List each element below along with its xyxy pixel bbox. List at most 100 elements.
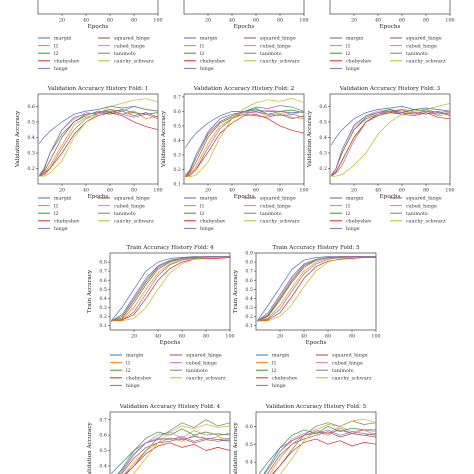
legend-label-cauchy_schwarz: cauchy_schwarz (260, 219, 300, 225)
y-tick-label: 0.3 (173, 153, 181, 159)
x-tick-label: 40 (375, 18, 381, 24)
y-axis-label: Validation Accuracy (233, 421, 239, 474)
x-tick-label: 60 (253, 18, 259, 24)
legends-layer: margin squared_hinge l1 cubed_hinge l2 tanimo… (38, 36, 446, 389)
y-axis-label: Validation Accuracy (161, 110, 167, 168)
x-tick-label: 100 (299, 18, 308, 24)
y-tick-label: 0.5 (27, 120, 35, 126)
y-tick-label: 0.2 (245, 314, 253, 320)
legend-label-l2: l2 (200, 51, 205, 57)
y-tick-label: 0.6 (173, 109, 181, 115)
plot-frame (109, 252, 231, 331)
legend-label-cubed_hinge: cubed_hinge (260, 43, 291, 49)
y-tick-label: 0.6 (245, 278, 253, 284)
series-group (38, 98, 158, 177)
legend-label-hinge: hinge (200, 66, 214, 72)
series-group (110, 419, 230, 474)
legend-label-tanimoto: tanimoto (114, 51, 136, 57)
x-tick-label: 80 (423, 188, 429, 194)
legend: margin squared_hinge l1 cubed_hinge l2 tanimo… (184, 36, 300, 72)
series-line-hinge (264, 429, 376, 474)
y-tick-label: 0.4 (173, 138, 181, 144)
legend-label-cauchy_schwarz: cauchy_schwarz (114, 59, 154, 65)
series-line-tanimoto (271, 420, 376, 474)
y-tick-label: 0.5 (99, 287, 107, 293)
series-line-cauchy_schwarz (257, 256, 376, 322)
series-line-squared_hinge (184, 113, 304, 177)
plot-frame (37, 93, 159, 185)
chart-title: Validation Accuracy History Fold: 3 (339, 86, 441, 92)
series-line-l2 (117, 428, 230, 474)
legend-label-cauchy_schwarz: cauchy_schwarz (186, 376, 226, 382)
legend-label-cubed_hinge: cubed_hinge (406, 203, 437, 209)
x-axis-label: Epochs (160, 340, 181, 346)
x-axis-label: Epochs (380, 24, 401, 30)
x-tick-label: 80 (349, 334, 355, 340)
y-tick-label: 0.5 (245, 287, 253, 293)
legend-label-l1: l1 (54, 43, 59, 49)
legend-label-chebyshev: chebyshev (200, 59, 226, 65)
x-tick-label: 100 (153, 188, 162, 194)
legend-label-hinge: hinge (200, 226, 214, 232)
legend-label-cauchy_schwarz: cauchy_schwarz (406, 59, 446, 65)
legend-label-l1: l1 (54, 203, 59, 209)
y-tick-label: 0.6 (99, 433, 107, 439)
legend-label-chebyshev: chebyshev (272, 376, 298, 382)
x-tick-label: 60 (399, 18, 405, 24)
legend-label-hinge: hinge (272, 383, 286, 389)
legend-label-squared_hinge: squared_hinge (186, 353, 222, 359)
x-tick-label: 80 (131, 18, 137, 24)
series-line-cauchy_schwarz (132, 423, 230, 474)
y-tick-label: 0.6 (245, 424, 253, 430)
legend-label-l2: l2 (54, 51, 59, 57)
x-tick-label: 100 (445, 188, 454, 194)
legend-label-tanimoto: tanimoto (260, 51, 282, 57)
legend-label-hinge: hinge (54, 66, 68, 72)
legend-label-cauchy_schwarz: cauchy_schwarz (332, 376, 372, 382)
series-line-cauchy_schwarz (111, 256, 230, 322)
legend-label-squared_hinge: squared_hinge (114, 196, 150, 202)
legend-label-l2: l2 (272, 368, 277, 374)
legend-label-squared_hinge: squared_hinge (406, 36, 442, 42)
x-tick-label: 60 (399, 188, 405, 194)
legend-label-tanimoto: tanimoto (406, 211, 428, 217)
x-tick-label: 100 (371, 334, 380, 340)
legend-label-squared_hinge: squared_hinge (332, 353, 368, 359)
chart-val-fold-1: 20 40 60 80 100 0.2 0.3 0.4 0.5 0.6 Validation Acc… (15, 86, 163, 200)
y-tick-label: 0.4 (99, 464, 107, 470)
series-line-hinge (330, 110, 450, 177)
legend-label-squared_hinge: squared_hinge (260, 36, 296, 42)
chart-val-fold-3: 20 40 60 80 100 0.2 0.3 0.4 0.5 0.6 Validation Acc… (307, 86, 455, 200)
legend-label-l2: l2 (346, 51, 351, 57)
series-line-margin (330, 106, 450, 146)
chart-val-fold-4: 0.4 0.5 0.6 0.7 Validation Accuracy History … (87, 404, 231, 474)
series-line-squared_hinge (120, 437, 230, 474)
series-line-hinge (118, 436, 230, 474)
x-axis-label: Epochs (88, 24, 109, 30)
x-axis-label: Epochs (234, 194, 255, 200)
x-tick-label: 40 (155, 334, 161, 340)
y-axis-label: Train Accuracy (87, 269, 93, 313)
chart-train-fold-1-partial: 20 40 60 80 100 Epochs (37, 0, 163, 30)
x-tick-label: 60 (253, 188, 259, 194)
legend-label-cubed_hinge: cubed_hinge (406, 43, 437, 49)
legend: margin squared_hinge l1 cubed_hinge l2 tanimo… (38, 196, 154, 232)
y-tick-label: 0.4 (99, 296, 107, 302)
legend-label-cubed_hinge: cubed_hinge (260, 203, 291, 209)
chart-title: Validation Accuracy History Fold: 1 (47, 86, 148, 92)
plot-frame (183, 93, 305, 185)
y-tick-label: 0.1 (245, 323, 253, 329)
series-line-chebyshev (330, 112, 450, 177)
legend-label-cauchy_schwarz: cauchy_schwarz (406, 219, 446, 225)
legend-label-l1: l1 (200, 203, 205, 209)
x-tick-label: 60 (179, 334, 185, 340)
y-tick-label: 0.8 (99, 260, 107, 266)
x-tick-label: 20 (205, 18, 211, 24)
legend-label-tanimoto: tanimoto (186, 368, 208, 374)
legend-label-l2: l2 (126, 368, 131, 374)
y-tick-label: 0.4 (319, 135, 327, 141)
chart-val-fold-2: 20 40 60 80 100 0.1 0.2 0.3 0.4 0.5 0.6 0.7 Validati… (161, 86, 309, 200)
series-line-chebyshev (272, 438, 376, 474)
chart-train-fold-5: 20 40 60 80 100 0.1 0.2 0.3 0.4 0.5 0.6 0.7 0.8 0.9 Tr… (233, 245, 381, 346)
